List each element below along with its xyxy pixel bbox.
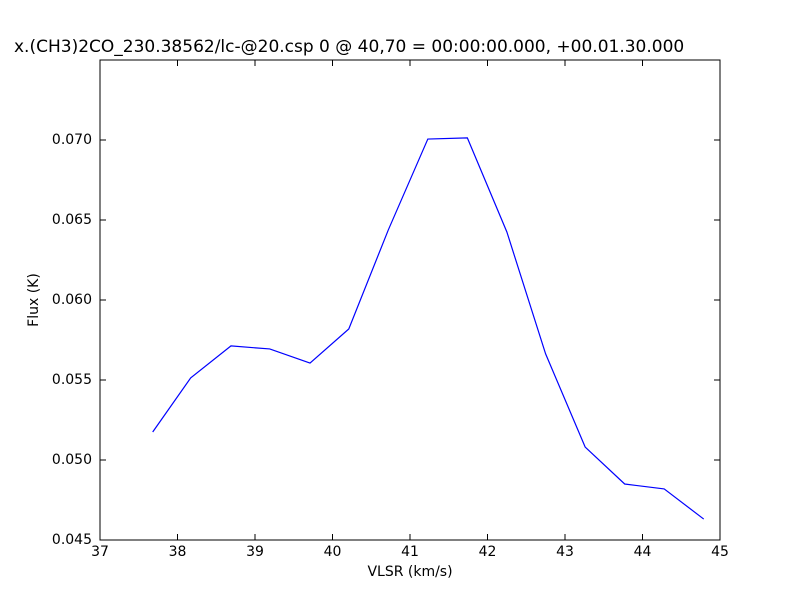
x-tick-label: 43 [556,544,574,560]
x-tick-label: 44 [634,544,652,560]
y-tick-label: 0.050 [52,452,92,468]
y-tick-label: 0.065 [52,212,92,228]
x-tick-label: 45 [711,544,729,560]
x-tick-label: 40 [324,544,342,560]
x-axis-label: VLSR (km/s) [367,564,452,580]
data-line [152,137,705,520]
y-tick-label: 0.045 [52,532,92,548]
x-tick-label: 39 [246,544,264,560]
x-tick-label: 41 [401,544,419,560]
y-tick-label: 0.060 [52,292,92,308]
x-tick-label: 37 [91,544,109,560]
chart-title: x.(CH3)2CO_230.38562/lc-@20.csp 0 @ 40,7… [14,37,684,57]
y-axis-label: Flux (K) [26,273,42,327]
y-tick-label: 0.070 [52,132,92,148]
y-tick-label: 0.055 [52,372,92,388]
x-tick-label: 38 [169,544,187,560]
x-tick-label: 42 [479,544,497,560]
